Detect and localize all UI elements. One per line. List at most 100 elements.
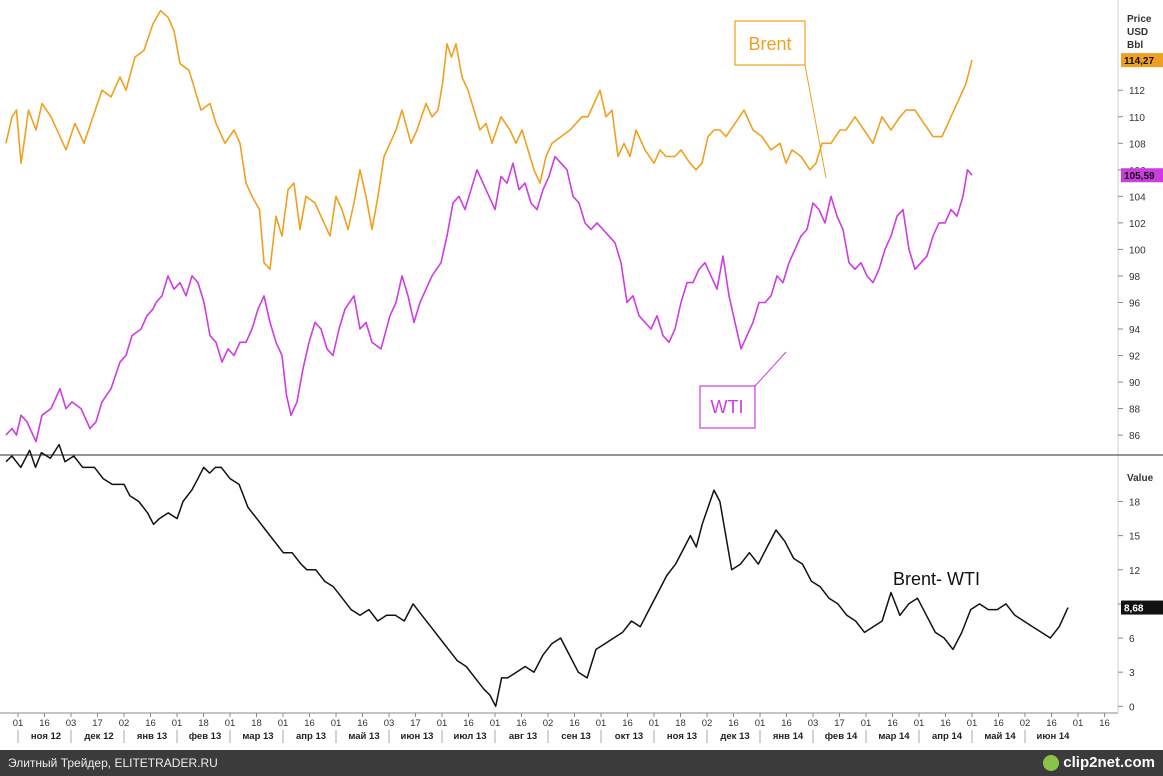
- price-tick-label: 92: [1129, 352, 1141, 363]
- brent-callout-label: Brent: [748, 34, 791, 54]
- value-tick-label: 0: [1129, 702, 1135, 713]
- x-day-label: 16: [1046, 718, 1057, 729]
- clip2net-logo: clip2net.com: [1043, 754, 1155, 771]
- wti-last-value-badge: [1121, 168, 1163, 183]
- x-month-label: мар 13: [242, 731, 273, 742]
- x-month-label: сен 13: [561, 731, 591, 742]
- x-day-label: 18: [198, 718, 209, 729]
- x-day-label: 16: [1099, 718, 1110, 729]
- x-day-label: 17: [834, 718, 845, 729]
- x-day-label: 01: [914, 718, 925, 729]
- x-day-label: 01: [437, 718, 448, 729]
- price-tick-label: 100: [1129, 245, 1146, 256]
- x-month-label: янв 14: [773, 731, 804, 742]
- value-axis-unit-label: Value: [1127, 473, 1154, 484]
- x-month-label: июл 13: [454, 731, 487, 742]
- price-axis-unit-label: USD: [1127, 27, 1148, 38]
- price-tick-label: 98: [1129, 272, 1141, 283]
- wti-line: [5, 155, 973, 443]
- clip2net-logo-text: clip2net.com: [1063, 754, 1155, 771]
- price-tick-label: 94: [1129, 325, 1141, 336]
- value-tick-label: 18: [1129, 498, 1141, 509]
- x-month-label: апр 13: [296, 731, 326, 742]
- x-day-label: 01: [649, 718, 660, 729]
- x-day-label: 16: [728, 718, 739, 729]
- spread-annotation-label: Brent- WTI: [893, 569, 980, 589]
- x-day-label: 03: [384, 718, 395, 729]
- footer-bar: Элитный Трейдер, ELITETRADER.RU clip2net…: [0, 750, 1163, 776]
- x-day-label: 01: [596, 718, 607, 729]
- clip2net-logo-icon: [1043, 754, 1060, 771]
- x-month-label: июн 14: [1037, 731, 1071, 742]
- x-month-label: ноя 12: [31, 731, 61, 742]
- x-day-label: 16: [145, 718, 156, 729]
- wti-callout-label: WTI: [711, 397, 744, 417]
- x-day-label: 17: [92, 718, 103, 729]
- x-month-label: окт 13: [615, 731, 643, 742]
- chart-canvas: PriceUSDBbl86889092949698100102104106108…: [0, 0, 1163, 743]
- spread-last-value-badge: [1121, 600, 1163, 615]
- x-axis: 01 16 03 17 02 16 01 18 01 18 01 16 01 16 03 17 01 16 01 16…: [0, 712, 1118, 743]
- x-day-label: 16: [463, 718, 474, 729]
- x-day-label: 18: [251, 718, 262, 729]
- x-day-label: 01: [225, 718, 236, 729]
- price-axis-unit-label: Bbl: [1127, 40, 1143, 51]
- x-month-label: дек 13: [720, 731, 749, 742]
- x-day-label: 16: [940, 718, 951, 729]
- x-month-label: дек 12: [84, 731, 113, 742]
- x-day-label: 02: [702, 718, 713, 729]
- price-tick-label: 110: [1129, 113, 1145, 124]
- x-day-label: 16: [887, 718, 898, 729]
- x-day-label: 03: [808, 718, 819, 729]
- value-tick-label: 3: [1129, 668, 1135, 679]
- price-tick-label: 96: [1129, 298, 1141, 309]
- x-day-label: 01: [967, 718, 978, 729]
- x-day-label: 17: [410, 718, 421, 729]
- wti-callout-leader: [754, 351, 787, 387]
- x-day-label: 02: [119, 718, 130, 729]
- x-day-label: 16: [993, 718, 1004, 729]
- x-day-label: 16: [39, 718, 50, 729]
- wti-callout-box: [699, 385, 756, 429]
- x-day-label: 18: [675, 718, 686, 729]
- x-month-label: ноя 13: [667, 731, 697, 742]
- x-day-label: 01: [1073, 718, 1084, 729]
- value-tick-label: 12: [1129, 566, 1141, 577]
- x-month-label: май 14: [984, 731, 1016, 742]
- brent-last-value-badge: [1121, 53, 1163, 68]
- x-month-label: авг 13: [509, 731, 537, 742]
- spread-last-value-label: 8,68: [1124, 604, 1144, 615]
- price-axis-unit-label: Price: [1127, 14, 1152, 25]
- x-month-label: май 13: [348, 731, 379, 742]
- x-day-label: 16: [516, 718, 527, 729]
- price-tick-label: 112: [1129, 86, 1145, 97]
- brent-line: [5, 9, 973, 271]
- price-tick-label: 86: [1129, 431, 1141, 442]
- x-day-label: 01: [278, 718, 289, 729]
- x-day-label: 16: [781, 718, 792, 729]
- x-day-label: 16: [622, 718, 633, 729]
- x-day-label: 01: [490, 718, 501, 729]
- x-day-label: 03: [66, 718, 77, 729]
- x-day-label: 01: [755, 718, 766, 729]
- price-tick-label: 88: [1129, 405, 1141, 416]
- x-day-label: 16: [569, 718, 580, 729]
- x-month-label: апр 14: [932, 731, 963, 742]
- x-day-label: 16: [304, 718, 315, 729]
- value-tick-label: 6: [1129, 634, 1135, 645]
- brent-last-value-label: 114,27: [1124, 56, 1154, 67]
- x-day-label: 01: [172, 718, 183, 729]
- brent-callout-leader: [804, 64, 827, 179]
- x-day-label: 16: [357, 718, 368, 729]
- x-month-label: мар 14: [878, 731, 910, 742]
- x-day-label: 02: [543, 718, 554, 729]
- x-day-label: 02: [1020, 718, 1031, 729]
- price-tick-label: 102: [1129, 219, 1146, 230]
- wti-last-value-label: 105,59: [1124, 171, 1155, 182]
- brent-callout-box: [734, 20, 806, 66]
- price-tick-label: 90: [1129, 378, 1141, 389]
- x-month-label: фев 13: [189, 731, 222, 742]
- value-tick-label: 15: [1129, 532, 1141, 543]
- price-panel: PriceUSDBbl86889092949698100102104106108…: [0, 0, 1163, 456]
- price-tick-label: 104: [1129, 192, 1146, 203]
